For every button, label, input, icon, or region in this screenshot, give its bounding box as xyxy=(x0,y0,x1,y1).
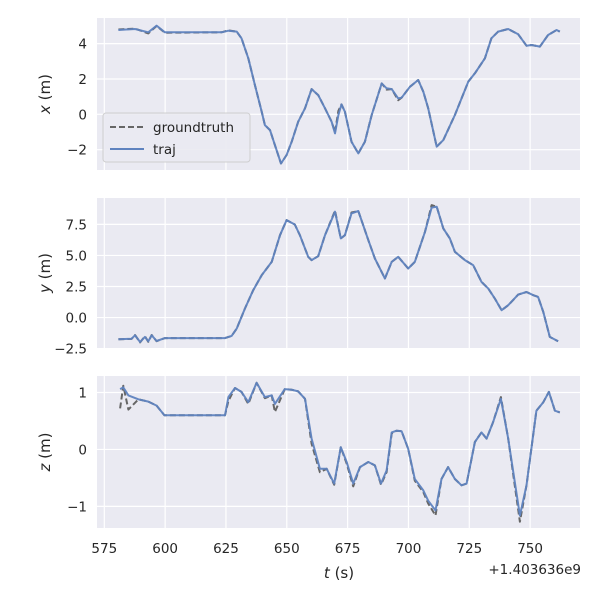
y-tick-label: 0 xyxy=(78,107,87,123)
y-tick-label: 1 xyxy=(78,386,87,402)
y-axis-label-unit: (m) xyxy=(36,253,54,284)
legend-groundtruth-label: groundtruth xyxy=(153,120,234,136)
x-axis-label-unit: (s) xyxy=(330,564,354,582)
y-tick-label: 4 xyxy=(78,37,87,53)
x-tick-label: 750 xyxy=(517,541,543,557)
x-tick-label: 700 xyxy=(396,541,422,557)
x-tick-label: 650 xyxy=(274,541,300,557)
plot-area xyxy=(97,376,580,528)
y-axis-label: z (m) xyxy=(36,433,54,473)
traj-line xyxy=(118,24,561,165)
y-tick-label: 7.5 xyxy=(66,217,87,233)
y-axis-label-unit: (m) xyxy=(36,74,54,105)
subplot-x: 4 2 0 −2 x (m) groundtruth traj xyxy=(36,18,580,170)
traj-line xyxy=(119,381,561,517)
y-axis-label-var: z xyxy=(36,462,54,472)
traj-line xyxy=(118,205,559,343)
y-axis-label-var: y xyxy=(36,283,54,294)
legend: groundtruth traj xyxy=(102,112,251,163)
y-tick-label: 5.0 xyxy=(66,248,87,264)
y-axis-label: y (m) xyxy=(36,253,54,294)
x-tick-label: 575 xyxy=(91,541,117,557)
y-axis-label: x (m) xyxy=(36,74,54,115)
x-tick-label: 725 xyxy=(456,541,482,557)
y-tick-label: 0.0 xyxy=(66,311,87,327)
x-axis-label: t (s) xyxy=(324,564,354,582)
subplot-y: 7.5 5.0 2.5 0.0 −2.5 y (m) xyxy=(36,198,580,358)
legend-traj-label: traj xyxy=(153,142,176,158)
y-axis-label-unit: (m) xyxy=(36,433,54,464)
y-tick-label: −1 xyxy=(67,499,87,515)
subplot-z: 575 600 625 650 675 700 725 750 1 0 −1 z (m) xyxy=(36,376,580,557)
y-tick-label: 2.5 xyxy=(66,279,87,295)
plot-area xyxy=(97,198,580,348)
x-tick-label: 625 xyxy=(213,541,239,557)
y-tick-label: 2 xyxy=(78,72,87,88)
x-tick-label: 675 xyxy=(335,541,361,557)
y-tick-label: −2.5 xyxy=(54,342,87,358)
y-tick-label: 0 xyxy=(78,442,87,458)
y-tick-label: −2 xyxy=(67,143,87,159)
x-offset-text: +1.403636e9 xyxy=(488,562,581,578)
x-tick-label: 600 xyxy=(152,541,178,557)
y-axis-label-var: x xyxy=(36,105,54,115)
x-axis-label-var: t xyxy=(324,564,331,582)
